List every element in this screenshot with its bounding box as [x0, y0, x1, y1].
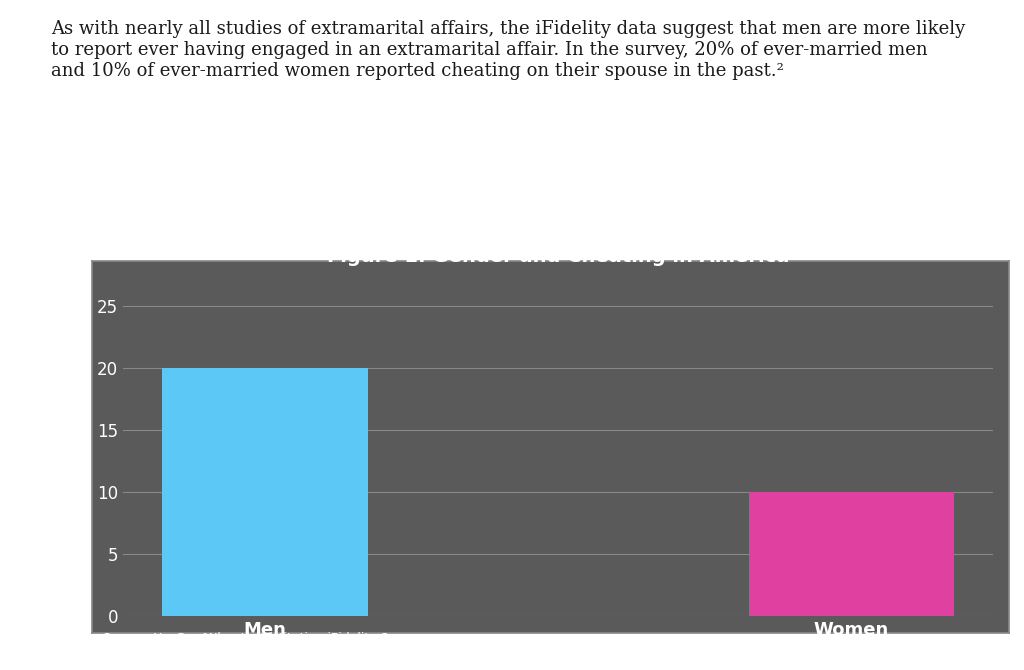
Text: Source: YouGov/Wheatly Institution iFidelity Survey: Source: YouGov/Wheatly Institution iFide…	[102, 632, 423, 645]
Bar	[163, 369, 368, 616]
Title: Figure 1: Gender and Cheating in America: Figure 1: Gender and Cheating in America	[327, 247, 790, 266]
Text: As with nearly all studies of extramarital affairs, the iFidelity data suggest t: As with nearly all studies of extramarit…	[51, 20, 966, 80]
Y-axis label: % Reporting Extramarital Affairs: % Reporting Extramarital Affairs	[71, 325, 86, 573]
Bar	[749, 492, 953, 616]
